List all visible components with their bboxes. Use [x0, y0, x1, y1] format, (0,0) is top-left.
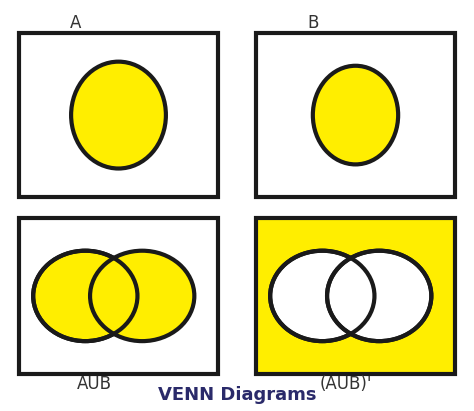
- Text: AUB: AUB: [77, 375, 112, 393]
- Bar: [19, 218, 218, 374]
- Text: (AUB)': (AUB)': [320, 375, 372, 393]
- Circle shape: [270, 251, 374, 341]
- Circle shape: [90, 251, 194, 341]
- Bar: [256, 218, 455, 374]
- Bar: [19, 33, 218, 197]
- Text: A: A: [70, 14, 82, 32]
- Circle shape: [327, 251, 431, 341]
- Text: B: B: [307, 14, 319, 32]
- Bar: [256, 33, 455, 197]
- Circle shape: [33, 251, 137, 341]
- Ellipse shape: [71, 62, 166, 169]
- Text: VENN Diagrams: VENN Diagrams: [158, 386, 316, 404]
- Ellipse shape: [313, 66, 398, 164]
